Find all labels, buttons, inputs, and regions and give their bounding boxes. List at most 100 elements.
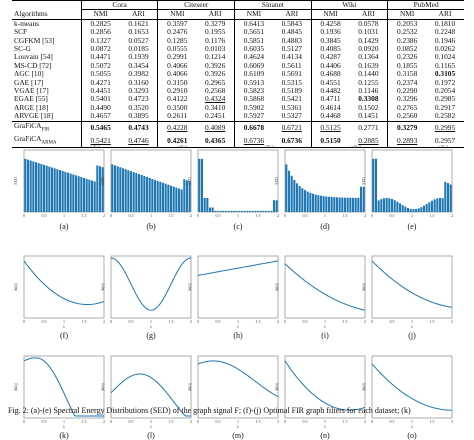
- table-cell: 0.5927: [234, 112, 273, 122]
- sed-bar: [270, 210, 273, 212]
- sed-bar: [414, 209, 418, 212]
- table-cell: 0.6678: [234, 120, 273, 135]
- panel-label: (j): [408, 331, 416, 340]
- sed-bar: [422, 205, 426, 212]
- sed-bar: [40, 164, 43, 212]
- table-cell: 0.4261: [157, 134, 197, 149]
- sed-bar: [351, 197, 355, 212]
- table-cell: 0.1810: [434, 18, 456, 28]
- table-cell: 0.3308: [358, 94, 379, 104]
- x-tick-label: 0.5: [129, 213, 134, 218]
- plot-frame: [371, 149, 453, 213]
- table-row: CGFKM [53] 0.1327 0.0527 0.1285 0.1176 0.5851…: [12, 35, 464, 46]
- sed-bar: [325, 196, 328, 212]
- x-tick-label: 1.5: [430, 213, 435, 218]
- table-cell: 0.4746: [119, 134, 158, 149]
- sed-bar: [425, 204, 428, 212]
- dataset-header: Wiki: [310, 0, 388, 11]
- table-cell: 0.4624: [234, 53, 273, 62]
- sed-bar: [42, 164, 46, 212]
- table-header-row: Algorithms NMI ARI NMI ARI NMI ARI NMI A…: [12, 9, 464, 20]
- table-cell: 0.6736: [234, 134, 273, 149]
- table-cell: 0.5125: [310, 120, 350, 135]
- sed-bar: [219, 210, 222, 212]
- x-tick-label: 0: [371, 319, 373, 324]
- sed-bar: [311, 193, 315, 212]
- table-cell: 0.3520: [128, 102, 149, 112]
- sed-bar: [398, 203, 402, 212]
- sed-bar: [121, 168, 125, 212]
- table-cell: 0.1214: [204, 52, 226, 62]
- algorithm-name: MS-CD [72]: [14, 60, 52, 70]
- x-tick-label: 0: [284, 213, 286, 218]
- table-row: MS-CD [72] 0.5072 0.3454 0.4066 0.3926 0.6069…: [12, 60, 464, 71]
- table-cell: 0.5189: [281, 86, 302, 96]
- table-cell: 0.6721: [272, 120, 312, 135]
- sed-bar: [374, 158, 378, 212]
- ari-header: ARI: [426, 10, 464, 20]
- table-cell: 0.2568: [204, 86, 226, 96]
- sed-bar: [151, 178, 154, 212]
- sed-bar: [417, 208, 420, 212]
- x-tick-label: 2: [103, 319, 105, 324]
- sed-bar: [77, 176, 80, 212]
- table-cell: 0.4490: [80, 103, 120, 113]
- table-cell: 0.2290: [387, 86, 427, 96]
- nmi-header: NMI: [387, 10, 427, 20]
- sed-bar: [406, 207, 410, 212]
- x-tick-label: 0: [110, 419, 112, 424]
- sed-bar: [240, 210, 244, 212]
- table-cell: 0.3410: [204, 102, 226, 112]
- sed-bar: [82, 177, 86, 212]
- x-tick-label: 2: [364, 213, 366, 218]
- sed-bar: [183, 179, 186, 212]
- nmi-header: NMI: [157, 10, 197, 20]
- table-row: SCF 0.2856 0.1653 0.2476 0.1955 0.5651 0.4845 0…: [12, 27, 464, 37]
- table-cell: 0.4258: [310, 19, 350, 29]
- sed-bar: [216, 210, 220, 212]
- sed-bar: [388, 198, 391, 212]
- table-cell: 0.3279: [204, 18, 226, 28]
- table-cell: 0.2910: [157, 86, 197, 96]
- panel-plot-area: |h(λ)|0 0.5 1 1.5 2λ: [187, 355, 279, 429]
- sed-bar: [293, 179, 296, 212]
- algorithm-name: CGFKM [53]: [14, 35, 55, 45]
- x-tick-label: 1.5: [169, 419, 174, 424]
- x-tick-label: 2: [103, 213, 105, 218]
- panel-plot: |h(λ)|0 0.5 1 1.5 2λ: [361, 355, 453, 429]
- table-cell: 0.5401: [80, 95, 120, 104]
- sed-bar: [319, 195, 323, 212]
- table-cell: 0.2054: [434, 86, 456, 96]
- table-cell: 0.0920: [358, 44, 379, 54]
- sed-bar: [159, 181, 162, 212]
- x-tick-label: 0.5: [216, 319, 221, 324]
- x-tick-label: 0: [284, 419, 286, 424]
- panel-plot-area: ×10⁻³ SED 0 0.5 1 1.5 2: [187, 144, 279, 218]
- sed-bar: [66, 172, 70, 212]
- x-tick-label: 0.5: [216, 213, 221, 218]
- table-cell: 0.5843: [281, 18, 302, 28]
- sed-bar: [380, 199, 383, 212]
- table-cell: 0.6736: [272, 134, 312, 149]
- x-tick-label: 1.5: [343, 319, 348, 324]
- sed-bar: [359, 186, 363, 212]
- algorithm-name-main: GraFiCA: [14, 120, 42, 130]
- panel-plot: ×10⁻³ SED 0 0.5 1 1.5 2: [100, 144, 192, 218]
- table-cell: 0.2825: [80, 19, 120, 29]
- panel-plot: |h(λ)|0 0.5 1 1.5 2λ: [100, 255, 192, 329]
- sed-bar: [235, 210, 238, 212]
- sed-bar: [29, 160, 32, 212]
- table-cell: 0.4743: [119, 120, 158, 135]
- table-cell: 0.2985: [434, 94, 456, 104]
- x-axis-label: λ: [411, 324, 413, 329]
- sed-bar: [124, 169, 127, 212]
- sed-bar: [200, 158, 204, 212]
- sed-bar: [327, 196, 331, 212]
- x-tick-label: 1.5: [256, 213, 261, 218]
- x-tick-label: 1.5: [169, 319, 174, 324]
- table-cell: 0.2991: [157, 53, 197, 62]
- table-cell: 0.6109: [234, 69, 273, 79]
- x-axis-label: λ: [150, 324, 152, 329]
- table-cell: 0.4471: [80, 53, 120, 62]
- sed-bar: [420, 207, 423, 212]
